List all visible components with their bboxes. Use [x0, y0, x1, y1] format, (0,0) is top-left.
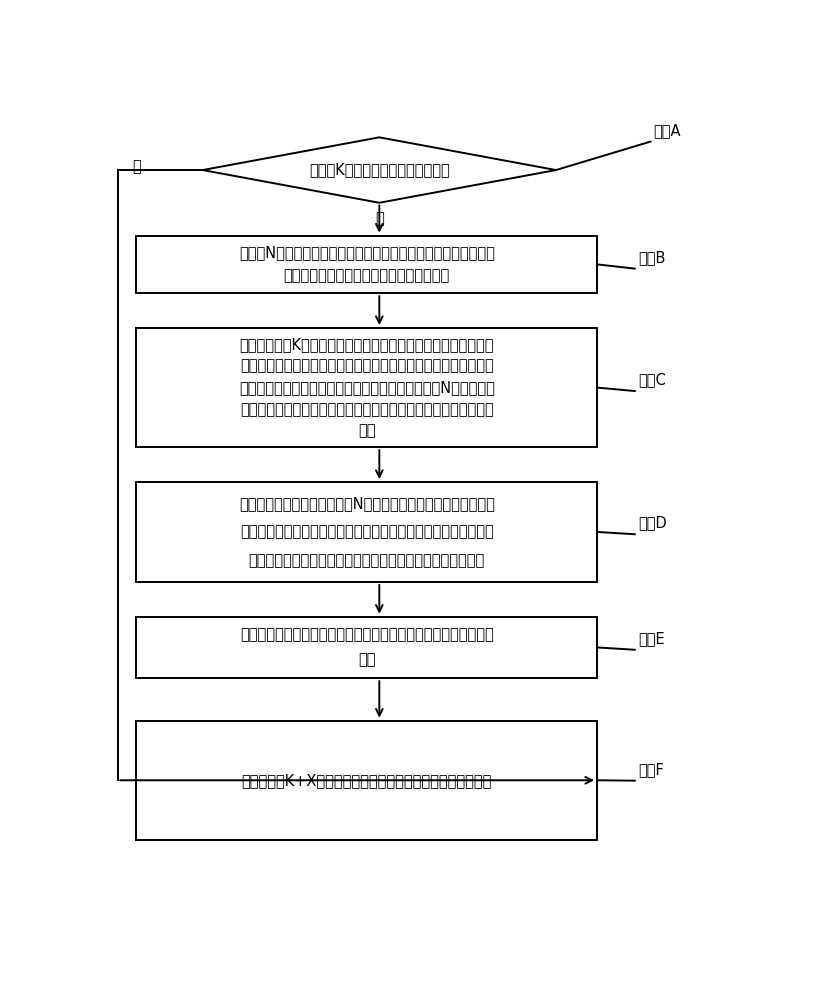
Bar [137, 328, 597, 447]
Text: 是: 是 [132, 159, 141, 174]
Text: 判断第K帧扫描是否检测到触摸信号: 判断第K帧扫描是否检测到触摸信号 [309, 163, 449, 178]
Text: 步骤E: 步骤E [638, 631, 664, 646]
Text: 重复: 重复 [358, 423, 375, 438]
Bar [137, 721, 597, 840]
Text: 步骤C: 步骤C [638, 372, 666, 387]
Text: 中相邻的若干个驱动电极，且所述第一扫描列表中的驱动电极互不: 中相邻的若干个驱动电极，且所述第一扫描列表中的驱动电极互不 [240, 402, 493, 417]
Text: 电极: 电极 [358, 652, 375, 667]
Text: 极以及每一个所述检测到触摸信号的驱动电极在所述N个驱动电极: 极以及每一个所述检测到触摸信号的驱动电极在所述N个驱动电极 [239, 380, 495, 395]
Bar [137, 235, 597, 293]
Text: 列表；其中，所述第一扫描列表包含所述检测到触摸信号的驱动电: 列表；其中，所述第一扫描列表包含所述检测到触摸信号的驱动电 [240, 358, 493, 373]
Text: 将所述N个驱动电极中等间隔的若干个驱动电极作为待扫描电极，: 将所述N个驱动电极中等间隔的若干个驱动电极作为待扫描电极， [239, 245, 495, 260]
Bar [137, 482, 597, 582]
Text: 列表中的驱动电极与所述第一扫描列表中的驱动电极互不重复: 列表中的驱动电极与所述第一扫描列表中的驱动电极互不重复 [248, 553, 485, 568]
Text: 步骤F: 步骤F [638, 762, 663, 777]
Text: 将所述第一扫描列表和所述第二扫描列表中的驱动电极作为待扫描: 将所述第一扫描列表和所述第二扫描列表中的驱动电极作为待扫描 [240, 628, 493, 643]
Text: 电极中选择驱动电极，以建立第二扫描列表；其中，所述第二扫描: 电极中选择驱动电极，以建立第二扫描列表；其中，所述第二扫描 [240, 524, 493, 539]
Bar [137, 617, 597, 678]
Text: 其中，所述等间隔为至少间隔一个驱动电极: 其中，所述等间隔为至少间隔一个驱动电极 [283, 268, 450, 283]
Text: 步骤D: 步骤D [638, 515, 667, 530]
Text: 根据在所述第K帧扫描中检测到触摸信号的驱动电极建立第一扫描: 根据在所述第K帧扫描中检测到触摸信号的驱动电极建立第一扫描 [239, 337, 494, 352]
Text: 根据所述第一扫描列表从所述N个驱动电极中等间隔的若干个驱动: 根据所述第一扫描列表从所述N个驱动电极中等间隔的若干个驱动 [239, 496, 495, 511]
Text: 当执行第（K+X）帧扫描时，向所述待扫描电极输入驱动信号: 当执行第（K+X）帧扫描时，向所述待扫描电极输入驱动信号 [242, 773, 492, 788]
Text: 步骤A: 步骤A [654, 123, 681, 138]
Text: 否: 否 [375, 211, 383, 226]
Text: 步骤B: 步骤B [638, 250, 665, 265]
